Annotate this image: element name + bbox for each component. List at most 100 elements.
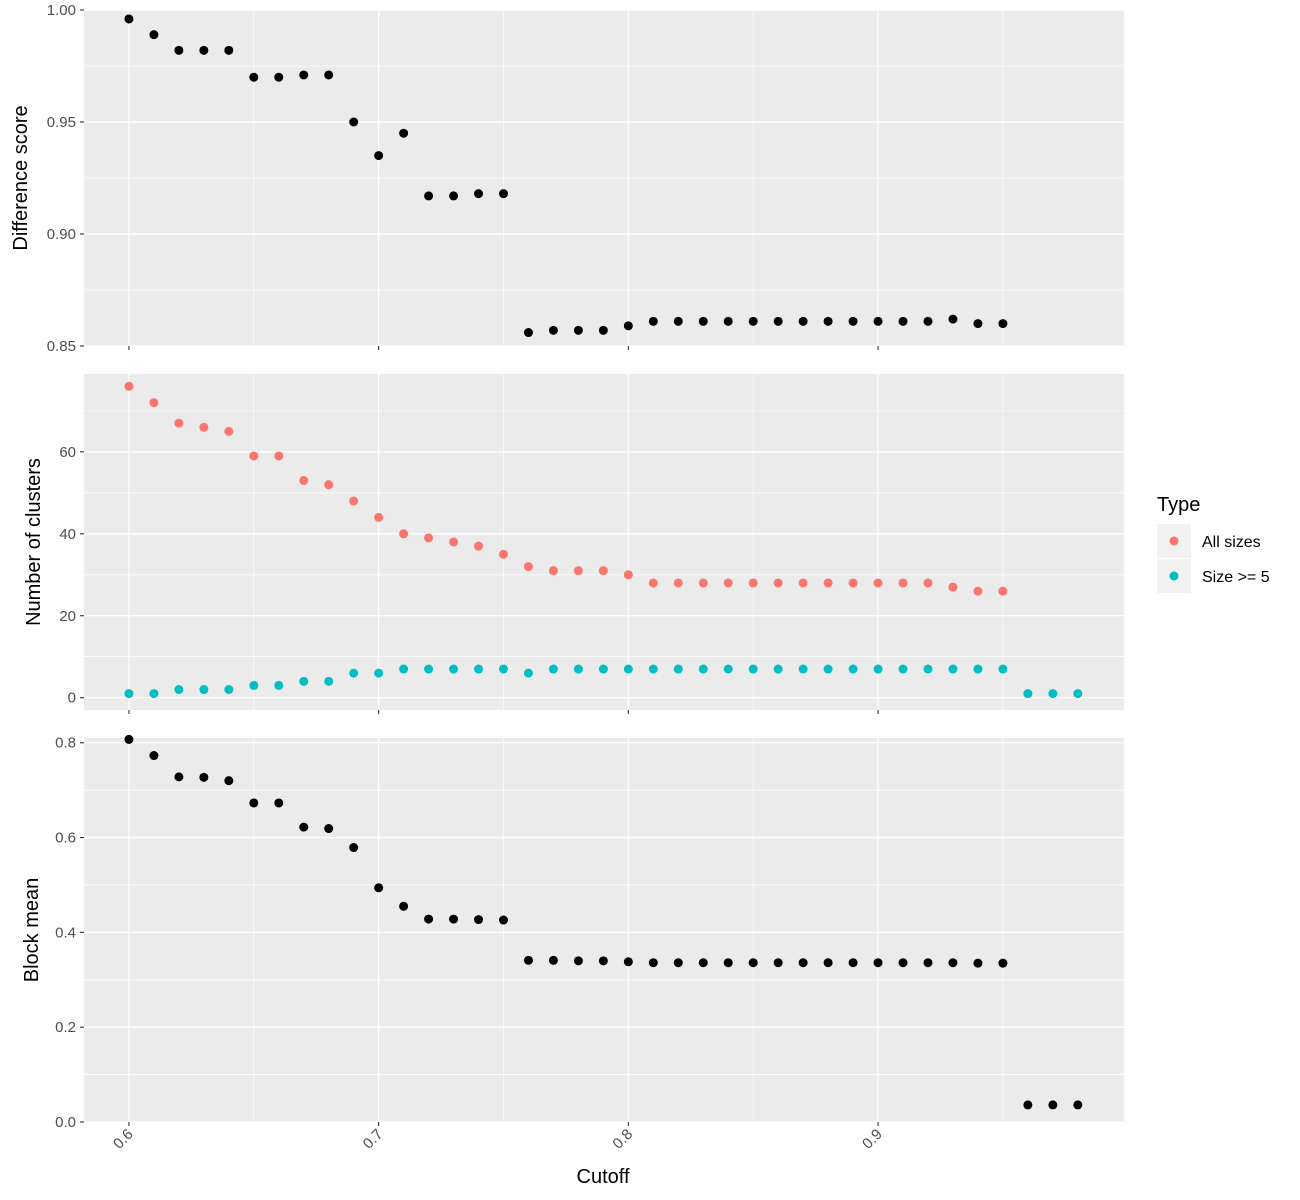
data-point [374,668,384,678]
gridlines [84,374,1124,710]
data-point [424,914,434,924]
data-point [873,958,883,968]
data-point [648,958,658,968]
y-tick-label: 0.4 [55,924,76,941]
data-point [1048,1100,1058,1110]
y-tick-label: 40 [59,526,76,543]
data-point [573,325,583,335]
data-point [449,537,459,547]
data-point [174,685,184,695]
data-point [474,541,484,551]
data-point [573,956,583,966]
data-point [798,316,808,326]
gridlines [84,9,1124,347]
data-point [923,958,933,968]
data-point [998,319,1008,329]
data-point [523,328,533,338]
panel-background [84,374,1124,710]
data-point [449,664,459,674]
data-point [723,578,733,588]
data-point [948,582,958,592]
y-tick-labels: 0.85 0.90 0.95 1.00 [47,2,84,355]
data-point [474,664,484,674]
data-point [174,45,184,55]
data-point [848,664,858,674]
y-axis-title: Number of clusters [23,458,45,626]
y-tick-labels: 0.0 0.2 0.4 0.6 0.8 [55,735,84,1131]
data-point [349,843,359,853]
data-point [573,664,583,674]
data-point [523,955,533,965]
data-point [174,772,184,782]
data-point [498,189,508,199]
data-point [848,958,858,968]
data-point [424,664,434,674]
data-point [973,664,983,674]
legend: Type All sizes Size >= 5 [1157,494,1270,593]
y-axis-title: Block mean [21,878,43,983]
data-point [873,664,883,674]
data-point [923,316,933,326]
data-point [274,798,284,808]
data-point [274,451,284,461]
y-tick-labels: 0 20 40 60 [59,444,84,707]
data-points [124,734,1083,1110]
data-point [798,664,808,674]
data-point [973,958,983,968]
data-point [673,664,683,674]
data-point [873,316,883,326]
y-tick-label: 0.85 [47,338,76,355]
data-point [249,798,259,808]
data-points [124,381,1083,699]
data-point [623,957,633,967]
data-point [898,664,908,674]
data-point [299,822,309,832]
legend-key-all-sizes [1169,536,1179,546]
data-point [823,664,833,674]
data-point [1073,1100,1083,1110]
data-point [923,578,933,588]
data-point [1023,689,1033,699]
data-point [249,680,259,690]
data-point [748,664,758,674]
data-point [748,578,758,588]
data-point [848,316,858,326]
legend-title: Type [1157,494,1200,516]
x-tick-marks [128,346,879,350]
data-point [598,325,608,335]
data-point [598,664,608,674]
y-tick-label: 0.0 [55,1114,76,1131]
data-point [598,956,608,966]
data-point [498,664,508,674]
data-point [299,70,309,80]
x-tick-marks [128,710,879,714]
data-point [773,578,783,588]
data-point [199,772,209,782]
data-point [948,664,958,674]
panel-block-mean: 0.00.20.40.60.8 0.6 0.7 0.8 0.9 Block mean … [21,735,1124,1188]
x-tick-labels: 0.6 0.7 0.8 0.9 [110,1126,886,1153]
panel-difference-score: 0.85 0.90 0.95 1.00 Difference score [10,2,1124,355]
data-point [673,578,683,588]
data-point [923,664,933,674]
data-point [523,562,533,572]
data-point [199,422,209,432]
data-point [274,680,284,690]
data-point [324,480,334,490]
data-point [449,191,459,201]
data-point [623,570,633,580]
data-point [399,901,409,911]
data-point [548,325,558,335]
data-point [523,668,533,678]
data-point [648,316,658,326]
data-point [149,689,159,699]
legend-label-size-ge-5: Size >= 5 [1202,569,1270,586]
data-point [274,72,284,82]
data-point [124,14,134,24]
data-point [349,117,359,127]
data-point [973,319,983,329]
y-tick-label: 20 [59,608,76,625]
data-point [1073,689,1083,699]
data-point [224,776,234,786]
